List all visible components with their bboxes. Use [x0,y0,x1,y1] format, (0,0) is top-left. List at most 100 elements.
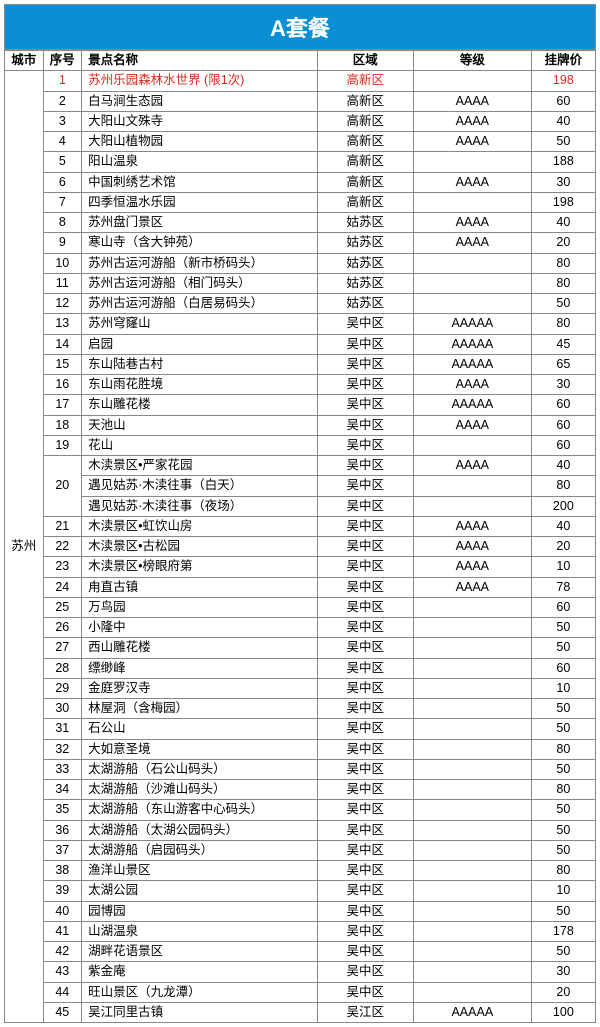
name-cell: 木渎景区•虹饮山房 [82,516,318,536]
seq-cell: 10 [43,253,82,273]
seq-cell: 29 [43,678,82,698]
grade-cell [413,638,531,658]
price-cell: 80 [531,739,595,759]
grade-cell: AAAA [413,537,531,557]
seq-cell: 17 [43,395,82,415]
grade-cell: AAAA [413,375,531,395]
name-cell: 太湖游船（启园码头） [82,840,318,860]
area-cell: 吴中区 [317,921,413,941]
table-row: 23木渎景区•榜眼府第吴中区AAAA10 [5,557,596,577]
name-cell: 木渎景区•古松园 [82,537,318,557]
grade-cell [413,820,531,840]
price-cell: 80 [531,861,595,881]
name-cell: 石公山 [82,719,318,739]
name-cell: 花山 [82,435,318,455]
name-cell: 大如意圣境 [82,739,318,759]
price-cell: 60 [531,658,595,678]
area-cell: 吴中区 [317,476,413,496]
table-row: 20木渎景区•严家花园吴中区AAAA40 [5,456,596,476]
table-row: 27西山雕花楼吴中区50 [5,638,596,658]
table-row: 40园博园吴中区50 [5,901,596,921]
seq-cell: 5 [43,152,82,172]
grade-cell: AAAA [413,111,531,131]
area-cell: 吴中区 [317,618,413,638]
grade-cell [413,901,531,921]
seq-cell: 31 [43,719,82,739]
name-cell: 木渎景区•榜眼府第 [82,557,318,577]
table-row: 8苏州盘门景区姑苏区AAAA40 [5,213,596,233]
table-row: 42湖畔花语景区吴中区50 [5,942,596,962]
table-container: A套餐 城市 序号 景点名称 区域 等级 挂牌价 苏州1苏州乐园森林水世界 (限… [0,0,600,1027]
area-cell: 吴中区 [317,759,413,779]
grade-cell: AAAA [413,557,531,577]
price-cell: 60 [531,435,595,455]
grade-cell: AAAA [413,415,531,435]
grade-cell [413,982,531,1002]
table-row: 30林屋洞（含梅园）吴中区50 [5,699,596,719]
name-cell: 木渎景区•严家花园 [82,456,318,476]
grade-cell [413,800,531,820]
grade-cell [413,658,531,678]
attractions-table: 城市 序号 景点名称 区域 等级 挂牌价 苏州1苏州乐园森林水世界 (限1次)高… [4,50,596,1023]
grade-cell [413,921,531,941]
name-cell: 东山陆巷古村 [82,354,318,374]
name-cell: 园博园 [82,901,318,921]
seq-cell: 27 [43,638,82,658]
area-cell: 高新区 [317,132,413,152]
area-cell: 姑苏区 [317,294,413,314]
price-cell: 80 [531,314,595,334]
name-cell: 万鸟园 [82,597,318,617]
name-cell: 吴江同里古镇 [82,1002,318,1022]
price-cell: 198 [531,71,595,91]
area-cell: 吴中区 [317,840,413,860]
price-cell: 60 [531,597,595,617]
table-row: 35太湖游船（东山游客中心码头）吴中区50 [5,800,596,820]
price-cell: 65 [531,354,595,374]
seq-cell: 37 [43,840,82,860]
name-cell: 旺山景区（九龙潭） [82,982,318,1002]
table-row: 2白马涧生态园高新区AAAA60 [5,91,596,111]
name-cell: 东山雨花胜境 [82,375,318,395]
table-row: 22木渎景区•古松园吴中区AAAA20 [5,537,596,557]
table-row: 18天池山吴中区AAAA60 [5,415,596,435]
table-row: 12苏州古运河游船（白居易码头）姑苏区50 [5,294,596,314]
grade-cell [413,699,531,719]
grade-cell [413,678,531,698]
header-name: 景点名称 [82,51,318,71]
area-cell: 吴中区 [317,881,413,901]
seq-cell: 7 [43,192,82,212]
area-cell: 吴中区 [317,577,413,597]
header-row: 城市 序号 景点名称 区域 等级 挂牌价 [5,51,596,71]
price-cell: 50 [531,942,595,962]
seq-cell: 12 [43,294,82,314]
table-row: 遇见姑苏·木渎往事（白天）吴中区80 [5,476,596,496]
price-cell: 10 [531,557,595,577]
grade-cell: AAAA [413,456,531,476]
table-row: 5阳山温泉高新区188 [5,152,596,172]
table-row: 遇见姑苏·木渎往事（夜场）吴中区200 [5,496,596,516]
price-cell: 80 [531,253,595,273]
area-cell: 吴中区 [317,557,413,577]
name-cell: 阳山温泉 [82,152,318,172]
area-cell: 吴中区 [317,456,413,476]
seq-cell: 38 [43,861,82,881]
area-cell: 吴中区 [317,516,413,536]
price-cell: 20 [531,233,595,253]
grade-cell: AAAA [413,172,531,192]
area-cell: 吴中区 [317,537,413,557]
header-grade: 等级 [413,51,531,71]
area-cell: 吴中区 [317,597,413,617]
area-cell: 高新区 [317,172,413,192]
grade-cell [413,435,531,455]
seq-cell: 41 [43,921,82,941]
area-cell: 吴中区 [317,678,413,698]
grade-cell: AAAA [413,132,531,152]
name-cell: 苏州乐园森林水世界 (限1次) [82,71,318,91]
grade-cell [413,597,531,617]
seq-cell: 18 [43,415,82,435]
price-cell: 30 [531,962,595,982]
table-row: 苏州1苏州乐园森林水世界 (限1次)高新区198 [5,71,596,91]
price-cell: 50 [531,840,595,860]
price-cell: 10 [531,678,595,698]
price-cell: 198 [531,192,595,212]
